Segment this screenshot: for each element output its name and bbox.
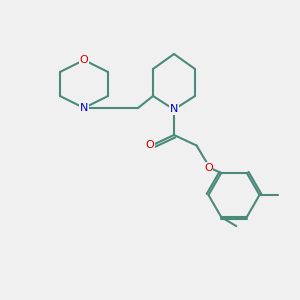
Text: O: O: [204, 163, 213, 173]
Text: O: O: [80, 55, 88, 65]
Text: O: O: [146, 140, 154, 151]
Text: N: N: [170, 104, 178, 115]
Text: N: N: [80, 103, 88, 113]
